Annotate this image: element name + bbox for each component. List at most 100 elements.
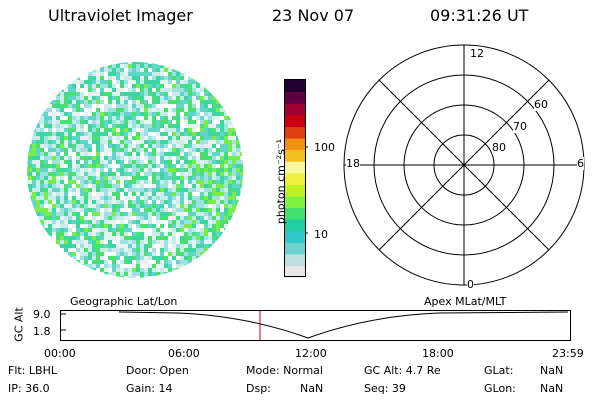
disk-pixel [80, 256, 84, 260]
disk-pixel [56, 208, 60, 212]
disk-pixel [96, 76, 100, 80]
disk-pixel [108, 224, 112, 228]
disk-pixel [144, 68, 148, 72]
disk-pixel [184, 156, 188, 160]
disk-pixel [84, 140, 88, 144]
disk-pixel [112, 76, 116, 80]
disk-pixel [228, 184, 232, 188]
disk-pixel [144, 72, 148, 76]
disk-pixel [176, 212, 180, 216]
disk-pixel [148, 144, 152, 148]
disk-pixel [188, 128, 192, 132]
disk-pixel [120, 220, 124, 224]
disk-pixel [140, 144, 144, 148]
disk-pixel [80, 244, 84, 248]
disk-pixel [68, 108, 72, 112]
disk-pixel [192, 196, 196, 200]
disk-pixel [112, 108, 116, 112]
disk-pixel [100, 108, 104, 112]
disk-pixel [228, 220, 232, 224]
disk-pixel [96, 272, 100, 276]
disk-pixel [140, 248, 144, 252]
disk-pixel [196, 108, 200, 112]
disk-pixel [132, 200, 136, 204]
disk-pixel [148, 140, 152, 144]
disk-pixel [100, 272, 104, 276]
disk-pixel [156, 196, 160, 200]
disk-pixel [48, 232, 52, 236]
disk-pixel [52, 228, 56, 232]
disk-pixel [104, 88, 108, 92]
disk-pixel [160, 76, 164, 80]
disk-pixel [192, 248, 196, 252]
disk-pixel [60, 236, 64, 240]
disk-pixel [60, 112, 64, 116]
disk-pixel [220, 220, 224, 224]
disk-pixel [28, 152, 32, 156]
disk-pixel [164, 272, 168, 276]
disk-pixel [156, 120, 160, 124]
disk-pixel [196, 244, 200, 248]
disk-pixel [192, 184, 196, 188]
disk-pixel [216, 108, 220, 112]
disk-pixel [152, 136, 156, 140]
disk-pixel [60, 240, 64, 244]
disk-pixel [124, 168, 128, 172]
disk-pixel [64, 124, 68, 128]
disk-pixel [112, 144, 116, 148]
disk-pixel [148, 104, 152, 108]
disk-pixel [148, 252, 152, 256]
disk-pixel [208, 128, 212, 132]
disk-pixel [124, 164, 128, 168]
disk-pixel [116, 216, 120, 220]
disk-pixel [244, 172, 246, 176]
disk-pixel [200, 116, 204, 120]
disk-pixel [192, 88, 196, 92]
disk-pixel [172, 128, 176, 132]
disk-pixel [52, 140, 56, 144]
disk-pixel [36, 172, 40, 176]
disk-pixel [200, 152, 204, 156]
disk-pixel [176, 184, 180, 188]
disk-pixel [72, 168, 76, 172]
disk-pixel [148, 216, 152, 220]
disk-pixel [168, 100, 172, 104]
disk-pixel [228, 124, 232, 128]
disk-pixel [128, 276, 132, 278]
disk-pixel [120, 172, 124, 176]
disk-pixel [84, 180, 88, 184]
disk-pixel [164, 120, 168, 124]
disk-pixel [88, 252, 92, 256]
disk-pixel [180, 232, 184, 236]
disk-pixel [204, 204, 208, 208]
disk-pixel [100, 144, 104, 148]
polar-lat-80: 80 [492, 141, 506, 154]
disk-pixel [148, 248, 152, 252]
disk-pixel [240, 144, 243, 148]
disk-pixel [92, 192, 96, 196]
disk-pixel [120, 188, 124, 192]
disk-pixel [52, 184, 56, 188]
disk-pixel [112, 80, 116, 84]
disk-pixel [108, 192, 112, 196]
disk-pixel [36, 156, 40, 160]
disk-pixel [128, 224, 132, 228]
disk-pixel [140, 172, 144, 176]
disk-pixel [168, 104, 172, 108]
disk-pixel [244, 184, 246, 188]
disk-pixel [128, 232, 132, 236]
disk-pixel [96, 264, 100, 268]
disk-pixel [104, 128, 108, 132]
disk-pixel [32, 152, 36, 156]
disk-pixel [92, 84, 96, 88]
disk-pixel [168, 120, 172, 124]
disk-pixel [188, 180, 192, 184]
disk-pixel [88, 104, 92, 108]
disk-pixel [92, 72, 96, 76]
disk-pixel [168, 160, 172, 164]
disk-pixel [76, 248, 80, 252]
disk-pixel [160, 236, 164, 240]
disk-pixel [76, 128, 80, 132]
disk-pixel [108, 248, 112, 252]
disk-pixel [88, 136, 92, 140]
